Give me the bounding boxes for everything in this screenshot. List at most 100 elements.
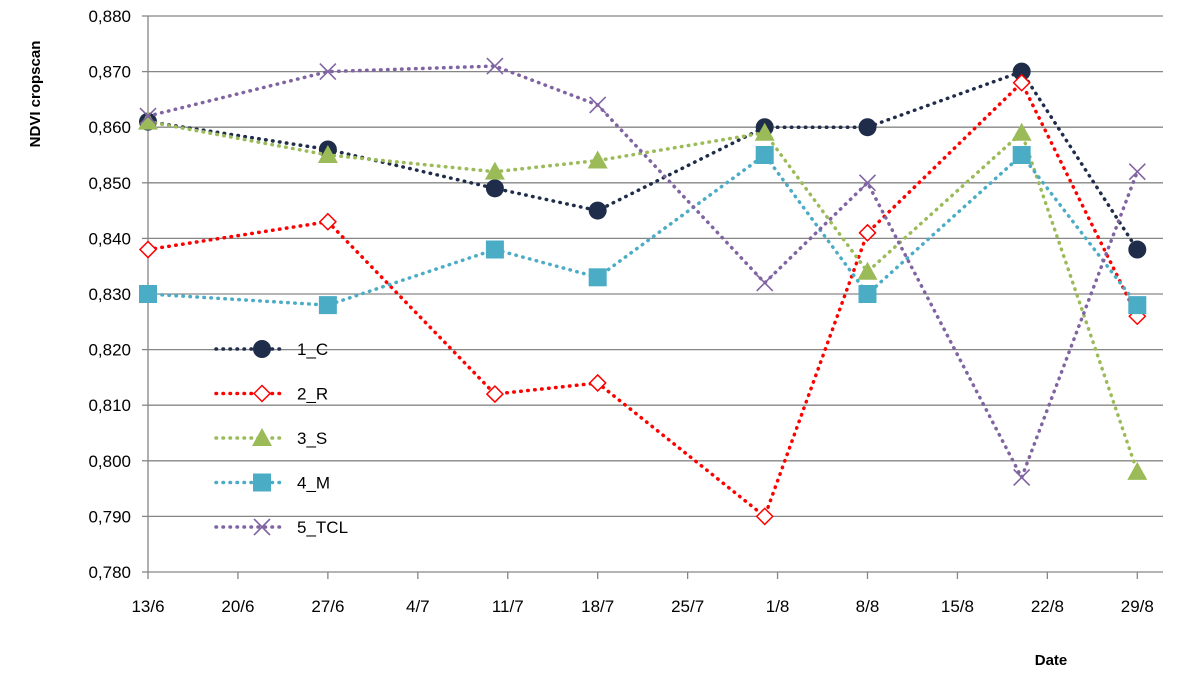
x-tick-label: 27/6 <box>311 597 344 616</box>
data-point <box>1128 163 1146 181</box>
legend-item: 5_TCL <box>214 518 348 537</box>
x-tick-label: 8/8 <box>856 597 880 616</box>
x-marker-stroke <box>858 174 877 192</box>
x-tick-label: 11/7 <box>492 597 524 616</box>
x-marker-stroke <box>139 107 157 125</box>
data-point <box>253 340 271 358</box>
data-point <box>252 384 272 403</box>
legend-label: 2_R <box>297 385 328 404</box>
x-marker-stroke <box>589 96 607 114</box>
legend-item: 3_S <box>214 428 327 448</box>
series-5_TCL <box>139 57 1146 487</box>
data-point <box>858 174 877 192</box>
data-point <box>138 240 158 259</box>
data-point <box>755 507 774 526</box>
gridlines <box>148 15 1163 518</box>
x-marker-stroke <box>1013 468 1031 487</box>
x-marker-stroke <box>756 274 774 292</box>
x-tick-label: 4/7 <box>406 597 430 616</box>
legend-label: 4_M <box>297 474 330 493</box>
data-point <box>755 146 774 164</box>
x-marker-stroke <box>319 63 337 81</box>
data-point <box>138 111 158 130</box>
x-tick-label: 15/8 <box>941 597 974 616</box>
legend: 1_C 2_R 3_S 4_M 5_TCL <box>214 340 348 537</box>
y-tick-label: 0,780 <box>88 563 131 582</box>
data-point <box>858 285 877 303</box>
data-point <box>485 385 504 404</box>
axes <box>142 15 1163 579</box>
data-point <box>1012 73 1031 92</box>
series-4_M <box>139 146 1147 315</box>
series-2_R <box>138 73 1147 526</box>
y-tick-label: 0,860 <box>88 118 131 137</box>
data-point <box>139 107 157 125</box>
data-point <box>587 150 608 169</box>
data-point <box>485 179 504 198</box>
data-point <box>318 212 337 231</box>
y-tick-label: 0,820 <box>88 341 131 360</box>
legend-item: 1_C <box>214 340 328 359</box>
legend-label: 3_S <box>297 429 327 448</box>
y-tick-label: 0,870 <box>88 63 131 82</box>
data-point <box>1127 461 1148 480</box>
data-point <box>756 274 774 292</box>
series-line <box>146 79 1140 520</box>
data-point <box>857 261 878 280</box>
data-point <box>252 428 272 446</box>
series-1_C <box>139 62 1147 259</box>
y-tick-label: 0,830 <box>88 285 131 304</box>
x-tick-label: 13/6 <box>131 597 164 616</box>
data-point <box>588 201 607 220</box>
data-point <box>1013 468 1031 487</box>
y-axis-title: NDVI cropscan <box>27 41 44 148</box>
data-point <box>1128 240 1147 259</box>
y-tick-labels: 0,780 0,790 0,800 0,810 0,820 0,830 0,840 0,850… <box>88 7 131 582</box>
legend-item: 4_M <box>214 473 330 493</box>
x-marker-stroke <box>253 518 271 536</box>
data-point <box>1012 146 1031 164</box>
x-tick-label: 25/7 <box>671 597 704 616</box>
data-point <box>253 518 271 536</box>
data-point <box>318 296 337 315</box>
data-point <box>589 96 607 114</box>
y-tick-label: 0,840 <box>88 229 131 248</box>
x-axis-title: Date <box>1035 652 1068 669</box>
y-tick-label: 0,880 <box>88 7 131 26</box>
data-point <box>486 57 504 75</box>
x-tick-labels: 13/6 20/6 27/6 4/7 11/7 18/7 25/7 1/8 8/8 15/8 22/… <box>131 597 1153 616</box>
x-tick-label: 22/8 <box>1031 597 1064 616</box>
x-tick-label: 1/8 <box>766 597 790 616</box>
data-point <box>317 145 338 163</box>
data-point <box>485 240 504 259</box>
y-tick-label: 0,850 <box>88 174 131 193</box>
y-tick-label: 0,810 <box>88 396 131 415</box>
legend-item: 2_R <box>214 384 328 404</box>
data-point <box>253 473 271 492</box>
series-line <box>146 119 1140 474</box>
x-tick-label: 29/8 <box>1121 597 1154 616</box>
series-line <box>146 69 1140 252</box>
data-point <box>139 285 157 303</box>
data-point <box>588 268 607 287</box>
series-line <box>146 152 1140 307</box>
data-point <box>588 373 607 393</box>
data-point <box>754 122 775 141</box>
data-point <box>1011 122 1032 141</box>
y-tick-label: 0,790 <box>88 507 131 526</box>
legend-label: 5_TCL <box>297 518 348 537</box>
x-tick-label: 18/7 <box>581 597 614 616</box>
data-point <box>858 118 877 137</box>
series-line <box>146 64 1140 482</box>
data-point <box>319 63 337 81</box>
y-tick-label: 0,800 <box>88 452 131 471</box>
x-marker-stroke <box>1128 163 1146 181</box>
data-point <box>484 161 505 180</box>
data-point <box>1012 62 1031 81</box>
data-point <box>858 223 877 242</box>
legend-label: 1_C <box>297 340 328 359</box>
x-marker-stroke <box>486 57 504 75</box>
data-point <box>1128 296 1147 315</box>
series-3_S <box>138 111 1148 480</box>
